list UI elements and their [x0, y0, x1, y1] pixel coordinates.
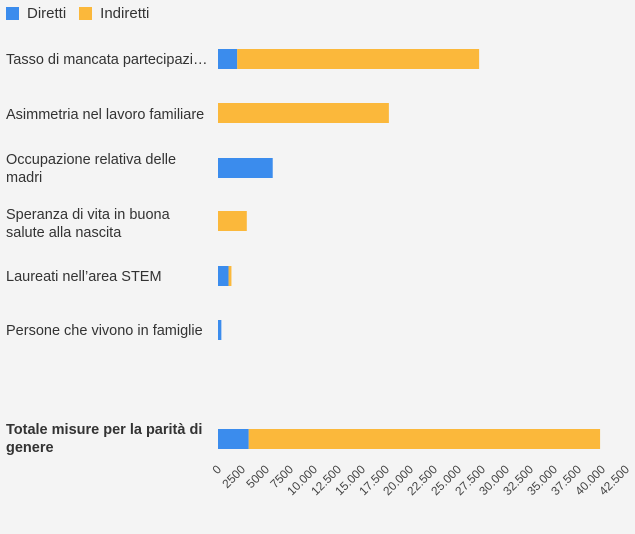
bar-diretti-5[interactable] — [218, 320, 222, 340]
bar-indiretti-3[interactable] — [218, 211, 247, 231]
bar-indiretti-4[interactable] — [228, 266, 232, 286]
legend-label-indiretti: Indiretti — [100, 5, 150, 22]
bar-diretti-4[interactable] — [218, 266, 229, 286]
x-tick-label: 2500 — [219, 462, 248, 491]
bar-indiretti-0[interactable] — [237, 49, 480, 69]
x-tick-label: 0 — [209, 462, 224, 477]
bar-diretti-2[interactable] — [218, 158, 273, 178]
bar-diretti-0[interactable] — [218, 49, 238, 69]
legend-swatch-diretti — [6, 7, 19, 20]
legend-item-diretti[interactable]: Diretti — [6, 5, 66, 22]
bar-indiretti-6[interactable] — [248, 429, 601, 449]
legend-label-diretti: Diretti — [27, 5, 67, 22]
bar-diretti-6[interactable] — [218, 429, 249, 449]
category-label: Occupazione relativa delle madri — [6, 152, 177, 186]
category-label-total: Totale misure per la parità di genere — [6, 422, 203, 456]
x-tick-label: 5000 — [243, 462, 272, 491]
legend-swatch-indiretti — [79, 7, 93, 20]
chart-legend: Diretti Indiretti — [6, 5, 162, 22]
bar-indiretti-1[interactable] — [218, 103, 389, 123]
category-label: Speranza di vita in buona salute alla na… — [6, 207, 170, 241]
legend-item-indiretti[interactable]: Indiretti — [79, 5, 149, 22]
